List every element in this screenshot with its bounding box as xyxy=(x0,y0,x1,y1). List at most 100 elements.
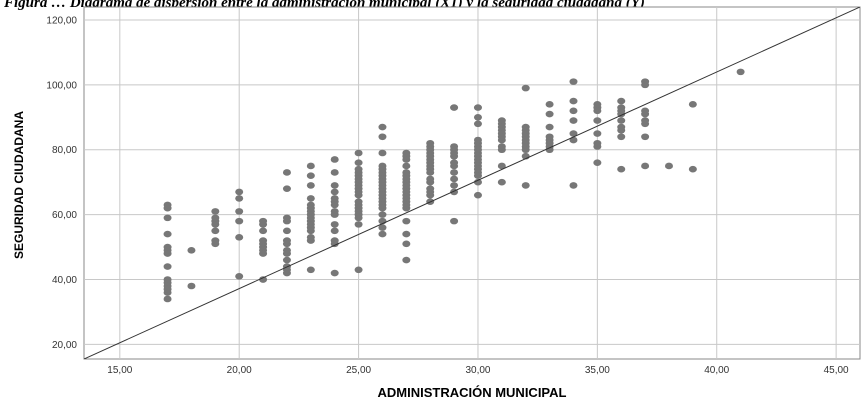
data-point-13 xyxy=(163,201,172,209)
data-point-10 xyxy=(163,230,172,238)
data-point-159 xyxy=(450,182,459,189)
data-point-26 xyxy=(235,208,244,215)
data-point-136 xyxy=(402,169,411,176)
data-point-122 xyxy=(402,240,411,248)
tick-labels: 15,00 20,00 25,00 30,00 35,00 40,00 45,00 20,00… xyxy=(46,15,849,376)
data-point-161 xyxy=(450,169,459,176)
data-point-101 xyxy=(378,224,387,231)
data-point-245 xyxy=(641,107,650,115)
data-point-22 xyxy=(211,208,220,215)
y-axis-label: SEGURIDAD CIUDADANA xyxy=(12,111,26,259)
data-point-6 xyxy=(163,263,172,270)
data-point-63 xyxy=(306,195,315,202)
y-tick-label-2: 60,00 xyxy=(52,210,77,221)
data-points xyxy=(163,68,745,303)
data-point-29 xyxy=(259,276,268,283)
data-point-227 xyxy=(593,117,602,124)
data-point-21 xyxy=(211,214,220,222)
data-point-70 xyxy=(330,227,339,235)
data-point-251 xyxy=(736,68,745,76)
data-point-186 xyxy=(497,178,506,186)
data-point-67 xyxy=(330,269,339,277)
data-point-71 xyxy=(330,221,339,228)
data-point-34 xyxy=(259,237,268,244)
data-point-88 xyxy=(354,198,363,205)
data-point-45 xyxy=(282,237,291,244)
data-point-213 xyxy=(545,123,554,131)
data-point-17 xyxy=(211,237,220,244)
data-point-241 xyxy=(641,133,650,141)
y-tick-label-3: 80,00 xyxy=(52,145,77,156)
data-point-230 xyxy=(593,101,602,108)
x-axis-label: ADMINISTRACIÓN MUNICIPAL xyxy=(378,385,567,400)
x-tick-label-1: 20,00 xyxy=(227,365,252,376)
data-point-207 xyxy=(521,84,530,92)
data-point-225 xyxy=(593,139,602,147)
data-point-215 xyxy=(545,101,554,108)
data-point-144 xyxy=(426,185,435,192)
data-point-23 xyxy=(235,272,244,280)
data-point-214 xyxy=(545,110,554,118)
data-point-48 xyxy=(282,214,291,222)
data-point-98 xyxy=(354,159,363,167)
data-point-240 xyxy=(641,162,650,170)
data-point-247 xyxy=(641,78,650,85)
data-point-46 xyxy=(282,227,291,235)
data-point-18 xyxy=(211,227,220,235)
data-point-184 xyxy=(473,114,482,121)
data-point-64 xyxy=(306,182,315,189)
data-point-0 xyxy=(163,295,172,303)
data-point-80 xyxy=(330,156,339,163)
data-point-189 xyxy=(497,143,506,150)
data-point-243 xyxy=(641,117,650,124)
data-point-222 xyxy=(569,78,578,85)
data-point-14 xyxy=(187,282,196,290)
data-point-51 xyxy=(306,266,315,274)
data-point-78 xyxy=(330,182,339,189)
data-point-169 xyxy=(473,191,482,199)
data-point-66 xyxy=(306,162,315,170)
data-point-216 xyxy=(569,182,578,189)
data-point-226 xyxy=(593,130,602,137)
y-tick-label-4: 100,00 xyxy=(46,80,77,91)
data-point-123 xyxy=(402,230,411,238)
data-point-100 xyxy=(378,230,387,238)
figure-caption: Figura … Diagrama de dispersión entre la… xyxy=(4,0,645,11)
data-point-77 xyxy=(330,188,339,196)
data-point-219 xyxy=(569,117,578,124)
data-point-121 xyxy=(402,256,411,264)
y-tick-label-5: 120,00 xyxy=(46,15,77,26)
y-tick-label-0: 20,00 xyxy=(52,340,77,351)
data-point-120 xyxy=(378,123,387,131)
data-point-69 xyxy=(330,237,339,244)
data-point-220 xyxy=(569,107,578,115)
data-point-27 xyxy=(235,195,244,202)
data-point-82 xyxy=(354,221,363,228)
x-tick-label-3: 30,00 xyxy=(465,365,490,376)
data-point-65 xyxy=(306,172,315,180)
data-point-212 xyxy=(545,133,554,141)
x-tick-label-6: 45,00 xyxy=(824,365,849,376)
data-point-196 xyxy=(497,117,506,124)
data-point-182 xyxy=(473,136,482,144)
data-point-97 xyxy=(354,165,363,173)
data-point-197 xyxy=(521,182,530,189)
gridlines xyxy=(84,7,860,359)
data-point-35 xyxy=(259,227,268,235)
x-tick-label-4: 35,00 xyxy=(585,365,610,376)
data-point-168 xyxy=(450,104,459,111)
data-point-99 xyxy=(354,149,363,157)
data-point-239 xyxy=(617,97,626,105)
data-point-223 xyxy=(593,159,602,167)
data-point-28 xyxy=(235,188,244,196)
data-point-235 xyxy=(617,117,626,124)
data-point-183 xyxy=(473,120,482,128)
data-point-218 xyxy=(569,130,578,137)
data-point-24 xyxy=(235,234,244,241)
data-point-167 xyxy=(450,143,459,150)
data-point-146 xyxy=(426,175,435,183)
data-point-187 xyxy=(497,162,506,170)
fit-line xyxy=(84,7,860,359)
x-tick-label-2: 25,00 xyxy=(346,365,371,376)
